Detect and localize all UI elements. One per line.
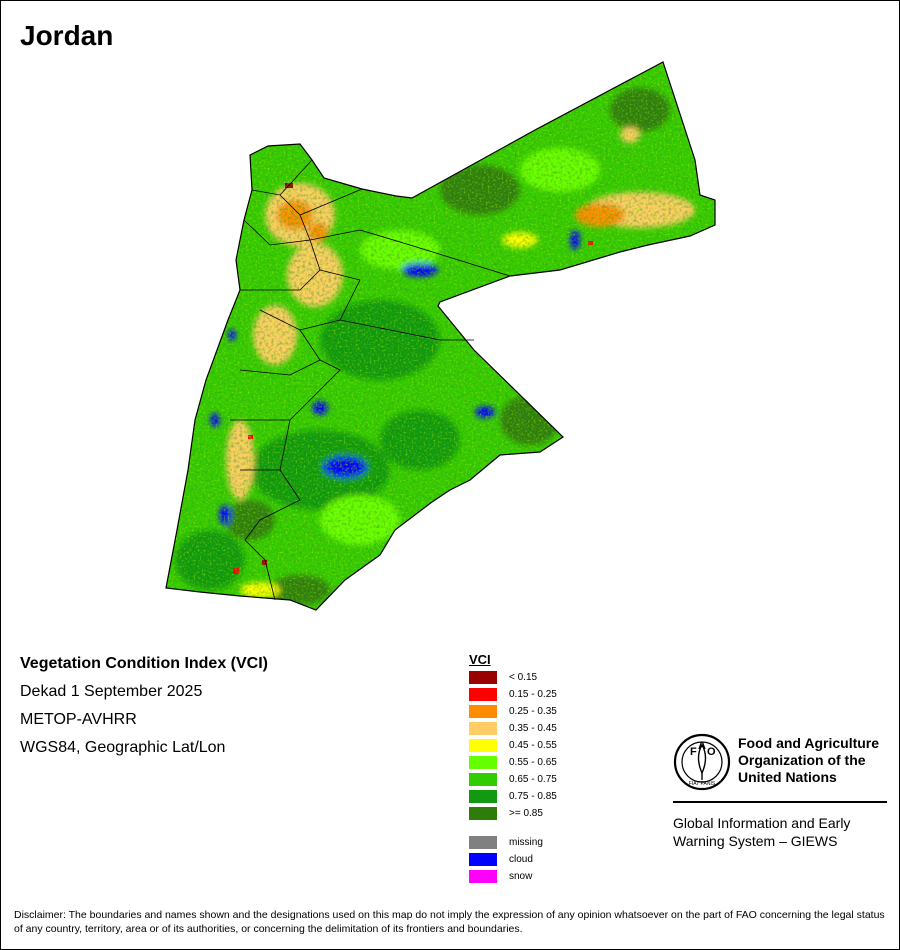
legend-item: 0.45 - 0.55 [469,737,557,754]
legend-swatch [469,756,497,769]
legend-swatch [469,853,497,866]
legend-swatch [469,671,497,684]
legend-swatch [469,790,497,803]
fao-organization-name: Food and Agriculture Organization of the… [738,735,879,786]
legend-item: missing [469,834,557,851]
legend-item: >= 0.85 [469,805,557,822]
legend-label: 0.25 - 0.35 [509,706,557,717]
vci-map [165,61,716,611]
period-label: Dekad 1 September 2025 [20,683,203,700]
fao-org-line: Organization of the [738,752,866,768]
legend-label: 0.35 - 0.45 [509,723,557,734]
disclaimer: Disclaimer: The boundaries and names sho… [14,909,885,935]
index-title: Vegetation Condition Index (VCI) [20,655,268,672]
giews-line: Global Information and Early [673,815,851,831]
legend-swatch [469,688,497,701]
legend-label: 0.75 - 0.85 [509,791,557,802]
logo-letter: F [690,746,697,758]
legend-swatch [469,705,497,718]
projection-label: WGS84, Geographic Lat/Lon [20,739,226,756]
logo-letter: A [698,740,706,752]
legend-classes: < 0.15 0.15 - 0.25 0.25 - 0.35 0.35 - 0.45 0… [469,669,557,822]
fao-org-line: Food and Agriculture [738,735,880,751]
legend-label: 0.65 - 0.75 [509,774,557,785]
vci-raster [166,62,715,610]
legend-swatch [469,807,497,820]
sensor-label: METOP-AVHRR [20,711,137,728]
legend-item: 0.15 - 0.25 [469,686,557,703]
legend-item: 0.35 - 0.45 [469,720,557,737]
fao-logo-icon: F A O FIAT PANIS [673,733,731,791]
legend-label: >= 0.85 [509,808,543,819]
legend-special: missing cloud snow [469,834,557,885]
legend-item: 0.25 - 0.35 [469,703,557,720]
giews-name: Global Information and Early Warning Sys… [673,814,850,850]
legend-title: VCI [469,652,491,667]
legend-swatch [469,836,497,849]
fao-divider [673,801,887,803]
legend-item: 0.75 - 0.85 [469,788,557,805]
fao-org-line: United Nations [738,769,837,785]
legend-label: cloud [509,854,533,865]
logo-letter: O [707,746,716,758]
legend-item: 0.65 - 0.75 [469,771,557,788]
legend-item: snow [469,868,557,885]
legend-label: snow [509,871,533,882]
legend-label: 0.45 - 0.55 [509,740,557,751]
admin-boundaries [230,159,511,601]
legend-item: < 0.15 [469,669,557,686]
legend-swatch [469,722,497,735]
legend-swatch [469,870,497,883]
legend-label: 0.15 - 0.25 [509,689,557,700]
legend-label: missing [509,837,543,848]
map-info: Vegetation Condition Index (VCI) Dekad 1… [20,656,268,768]
logo-motto: FIAT PANIS [689,781,716,787]
legend-item: 0.55 - 0.65 [469,754,557,771]
legend-swatch [469,739,497,752]
legend-label: 0.55 - 0.65 [509,757,557,768]
map-title: Jordan [20,20,114,51]
legend-item: cloud [469,851,557,868]
legend-swatch [469,773,497,786]
legend: VCI < 0.15 0.15 - 0.25 0.25 - 0.35 0.35 - 0… [469,652,557,885]
legend-label: < 0.15 [509,672,538,683]
giews-line: Warning System – GIEWS [673,833,838,849]
